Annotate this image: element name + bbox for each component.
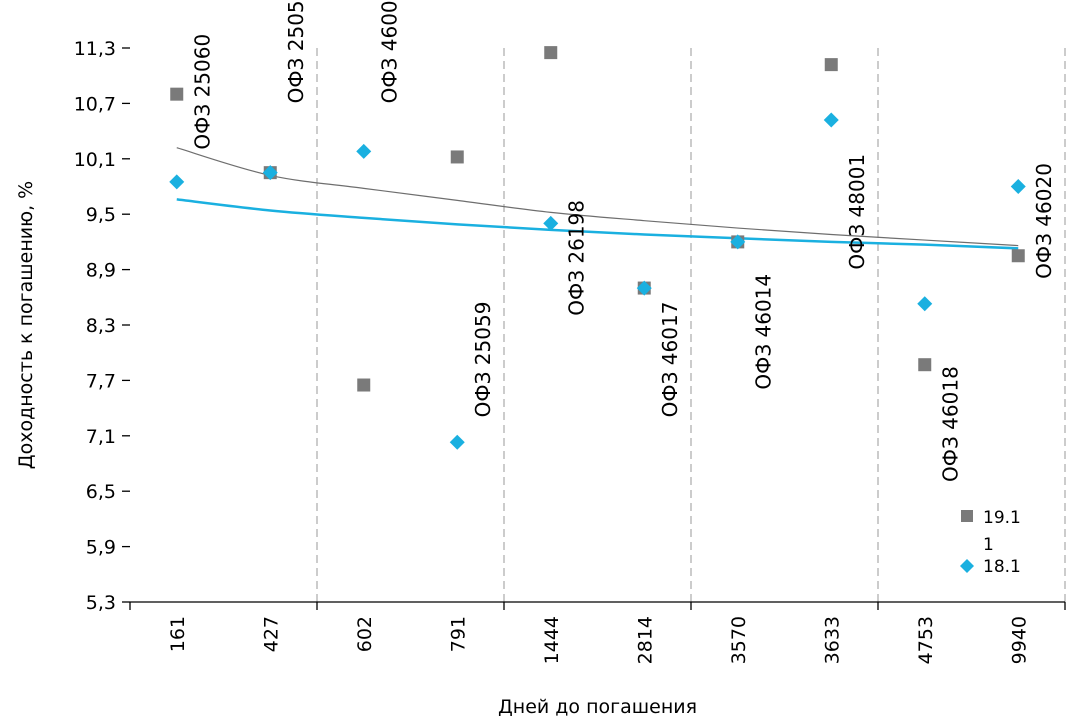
- grid-lines: [316, 48, 1066, 602]
- x-tick-label: 1444: [541, 616, 563, 664]
- y-tick-label: 9,5: [86, 204, 116, 226]
- y-tick-label: 5,9: [86, 537, 116, 559]
- legend-marker-19.1: [961, 510, 973, 522]
- x-tick-label: 161: [167, 616, 189, 652]
- y-tick-label: 6,5: [86, 481, 116, 503]
- bond-label: ОФЗ 26198: [565, 200, 589, 316]
- y-tick-label: 7,7: [86, 370, 116, 392]
- bond-label: ОФЗ 25060: [191, 34, 215, 150]
- point-18.1: [636, 280, 652, 296]
- point-18.1: [823, 112, 839, 128]
- bond-label: ОФЗ 46017: [658, 302, 682, 418]
- legend-label-19.1: 19.1: [983, 508, 1021, 528]
- y-tick-label: 5,3: [86, 592, 116, 614]
- point-18.1: [356, 143, 372, 159]
- y-tick-label: 10,7: [74, 93, 116, 115]
- legend-label-18.1: 18.1: [983, 557, 1021, 577]
- x-tick-label: 427: [260, 616, 282, 652]
- y-tick-label: 8,9: [86, 260, 116, 282]
- x-tick-label: 791: [447, 616, 469, 652]
- y-tick-label: 10,1: [74, 149, 116, 171]
- x-tick-label: 2814: [634, 616, 656, 664]
- point-19.1: [1011, 249, 1025, 263]
- bond-labels: ОФЗ 25060 ОФЗ 25057 ОФЗ 46003 ОФЗ 25059 ОФЗ …: [191, 0, 1057, 482]
- x-tick-label: 3570: [728, 616, 750, 664]
- point-19.1: [544, 46, 558, 60]
- trendlines: [176, 147, 1019, 250]
- bond-label: ОФЗ 46003: [378, 0, 402, 103]
- bond-label: ОФЗ 25057: [284, 0, 308, 103]
- y-axis-title: Доходность к погашению, %: [15, 181, 37, 469]
- x-tick-label: 602: [354, 616, 376, 652]
- bond-label: ОФЗ 46014: [752, 274, 776, 390]
- point-18.1: [1010, 179, 1026, 194]
- point-18.1: [262, 165, 278, 181]
- point-18.1: [169, 174, 185, 190]
- y-tick-label: 7,1: [86, 426, 116, 448]
- point-19.1: [170, 87, 184, 101]
- axes: 11,3 10,7 10,1 9,5 8,9 8,3 7,7 7,1 6,5 5,9 5,3 161 4…: [74, 38, 1066, 664]
- trendline-18.1: [176, 198, 1019, 250]
- legend: 19.1 118.1: [960, 508, 1021, 577]
- point-19.1: [824, 58, 838, 72]
- x-tick-label: 3633: [821, 616, 843, 664]
- legend-stray-text: 1: [983, 535, 994, 555]
- point-18.1: [543, 215, 559, 231]
- point-18.1: [449, 434, 465, 450]
- point-19.1: [450, 150, 464, 164]
- bond-label: ОФЗ 46020: [1032, 163, 1056, 279]
- x-axis-title: Дней до погашения: [498, 696, 697, 718]
- point-19.1: [357, 378, 371, 392]
- legend-marker-18.1: [960, 559, 974, 573]
- x-tick-label: 9940: [1008, 616, 1030, 664]
- point-18.1: [917, 296, 933, 312]
- point-19.1: [918, 358, 932, 372]
- bond-label: ОФЗ 48001: [845, 154, 869, 270]
- bond-label: ОФЗ 46018: [939, 366, 963, 482]
- y-tick-label: 11,3: [74, 38, 116, 60]
- point-18.1: [730, 234, 746, 250]
- bond-label: ОФЗ 25059: [471, 302, 495, 418]
- data-points: [169, 46, 1026, 450]
- trendline-19.1: [176, 147, 1019, 247]
- y-tick-label: 8,3: [86, 315, 116, 337]
- x-tick-label: 4753: [915, 616, 937, 664]
